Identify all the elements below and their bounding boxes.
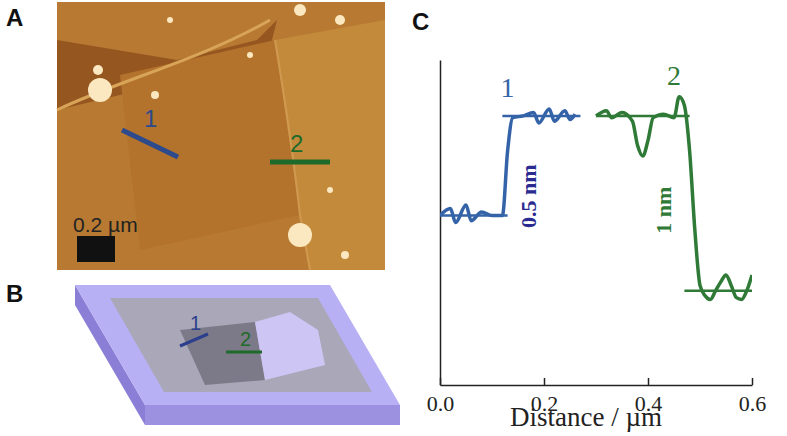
profile-line-label: 1 <box>144 105 157 132</box>
profile-line <box>122 130 178 157</box>
profile-line-label: 2 <box>240 328 251 350</box>
flake-light <box>255 312 325 380</box>
panel-letter: A <box>6 4 23 31</box>
substrate-side <box>145 405 400 425</box>
profile-line-label: 1 <box>190 312 201 334</box>
sheet <box>110 298 372 392</box>
afm-particle <box>341 251 349 259</box>
y-axis <box>440 61 441 386</box>
series-label: 2 <box>667 60 681 91</box>
profile-line <box>226 351 262 354</box>
step-height-label: 1 nm <box>651 187 676 234</box>
afm-particle <box>167 17 173 23</box>
panel-letter: B <box>6 280 23 307</box>
afm-background <box>57 2 385 270</box>
x-tick-label: 0.0 <box>427 391 455 416</box>
level-line <box>684 289 752 292</box>
afm-image: 0.2 µm 1 2 <box>57 2 385 270</box>
afm-particle <box>88 78 112 102</box>
afm-particle <box>151 91 159 99</box>
x-axis-line <box>441 385 753 387</box>
profile-curve <box>596 97 752 300</box>
profile-line <box>270 160 330 165</box>
panel-letter: C <box>412 8 429 35</box>
afm-particle <box>335 15 345 25</box>
afm-flake-light <box>275 20 385 270</box>
plot-marks <box>440 97 752 300</box>
step-height-label: 0.5 nm <box>516 165 541 229</box>
figure: ABC0.2 µm12120.00.20.40.6Distance / µm12… <box>0 0 787 436</box>
x-tick-mark <box>648 378 650 385</box>
profile-line <box>180 334 208 346</box>
x-tick-mark <box>544 378 546 385</box>
afm-particle <box>247 52 253 58</box>
level-line <box>440 214 508 217</box>
scale-bar-label: 0.2 µm <box>73 213 138 236</box>
profile-line-label: 2 <box>290 130 303 157</box>
level-line <box>502 115 580 118</box>
chart: 0.00.20.40.6Distance / µm120.5 nm1 nm <box>427 60 767 432</box>
afm-particle <box>327 187 333 193</box>
afm-particle <box>294 4 306 16</box>
substrate-top <box>75 285 400 405</box>
level-line <box>596 115 690 118</box>
afm-fiber <box>57 20 270 110</box>
scale-bar <box>77 236 115 262</box>
x-axis-title: Distance / µm <box>510 402 662 432</box>
x-tick: 0.6 <box>739 378 767 416</box>
afm-flake <box>120 40 300 250</box>
y-axis-line <box>440 61 442 386</box>
afm-particle <box>93 65 103 75</box>
schematic: 12 <box>75 285 400 425</box>
x-tick-label: 0.6 <box>739 391 767 416</box>
x-tick-mark <box>752 378 754 385</box>
series-label: 1 <box>501 72 515 103</box>
profile-curve <box>440 109 575 223</box>
afm-particle <box>288 223 312 247</box>
